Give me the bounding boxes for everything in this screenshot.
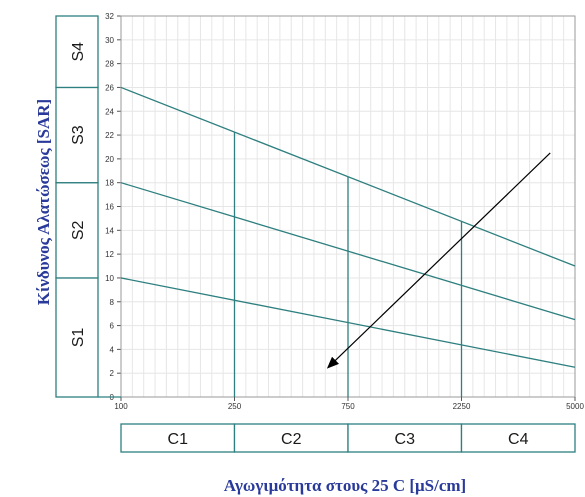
y-tick-label: 16 <box>105 203 114 212</box>
y-tick-label: 14 <box>105 226 114 235</box>
y-tick-label: 20 <box>105 155 114 164</box>
y-tick-label: 6 <box>110 322 115 331</box>
conductivity-band-box <box>120 423 236 453</box>
annotation-arrow <box>326 152 551 369</box>
conductivity-band-label: C1 <box>168 431 189 448</box>
sar-boundary-line <box>120 182 576 321</box>
y-tick-label: 2 <box>110 369 115 378</box>
conductivity-band-label: C2 <box>281 431 302 448</box>
y-tick-label: 32 <box>105 12 114 21</box>
conductivity-band-box <box>347 423 463 453</box>
x-tick-label: 100 <box>114 402 128 411</box>
sar-boundary-line <box>120 277 576 368</box>
salinity-band-box <box>55 182 99 279</box>
y-tick-label: 10 <box>105 274 114 283</box>
y-tick-label: 8 <box>110 298 115 307</box>
salinity-band-label: S4 <box>70 42 87 62</box>
salinity-band-box <box>55 15 99 89</box>
y-tick-label: 22 <box>105 131 114 140</box>
salinity-band-label: S1 <box>70 328 87 348</box>
sar-boundary-line <box>120 86 576 267</box>
y-tick-label: 24 <box>105 107 114 116</box>
salinity-band-label: S2 <box>70 220 87 240</box>
y-tick-label: 26 <box>105 83 114 92</box>
conductivity-band-box <box>460 423 576 453</box>
x-tick-label: 750 <box>341 402 355 411</box>
y-axis-title: Κίνδυνος Αλατώσεως [SAR] <box>34 98 53 306</box>
y-tick-label: 4 <box>110 345 115 354</box>
y-tick-label: 30 <box>105 36 114 45</box>
conductivity-band-label: C3 <box>395 431 416 448</box>
y-tick-label: 18 <box>105 179 114 188</box>
y-tick-label: 28 <box>105 60 114 69</box>
salinity-band-box <box>55 277 99 398</box>
x-tick-label: 2250 <box>453 402 471 411</box>
x-tick-label: 250 <box>228 402 242 411</box>
conductivity-band-label: C4 <box>508 431 529 448</box>
x-axis-title: Αγωγιμότητα στους 25 C [μS/cm] <box>223 476 467 495</box>
salinity-band-label: S3 <box>70 125 87 145</box>
x-tick-label: 5000 <box>566 402 584 411</box>
y-tick-label: 12 <box>105 250 114 259</box>
